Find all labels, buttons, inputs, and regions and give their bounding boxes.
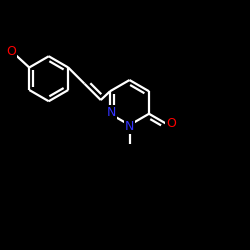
Text: O: O <box>166 117 176 130</box>
Text: N: N <box>106 106 116 119</box>
Text: N: N <box>125 120 134 133</box>
Text: O: O <box>6 45 16 58</box>
